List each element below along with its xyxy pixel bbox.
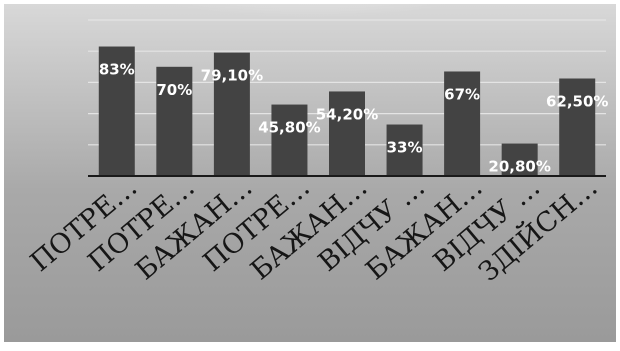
data-label-1: 83% (99, 61, 135, 79)
data-label-4: 45,80% (258, 119, 320, 137)
bar-4 (271, 104, 308, 176)
bar-2 (156, 66, 193, 176)
bar-7 (444, 71, 481, 176)
data-label-2: 70% (156, 81, 192, 99)
bar-9 (559, 78, 596, 176)
data-label-8: 20,80% (488, 158, 550, 176)
bar-6 (386, 124, 423, 176)
bar-8 (501, 143, 538, 176)
data-label-6: 33% (387, 139, 423, 157)
data-label-7: 67% (444, 85, 480, 103)
data-label-9: 62,50% (546, 93, 608, 111)
bar-5 (329, 91, 365, 176)
data-labels: 83% 70% 79,10% 45,80%54,20% 33% 67% 20,80% 62,5… (99, 61, 609, 176)
data-label-5: 54,20% (316, 105, 378, 123)
bar-3 (213, 52, 250, 176)
data-label-3: 79,10% (201, 67, 263, 85)
bar-1 (98, 46, 135, 176)
chart-glow (90, 0, 530, 74)
bar-series (98, 46, 596, 176)
